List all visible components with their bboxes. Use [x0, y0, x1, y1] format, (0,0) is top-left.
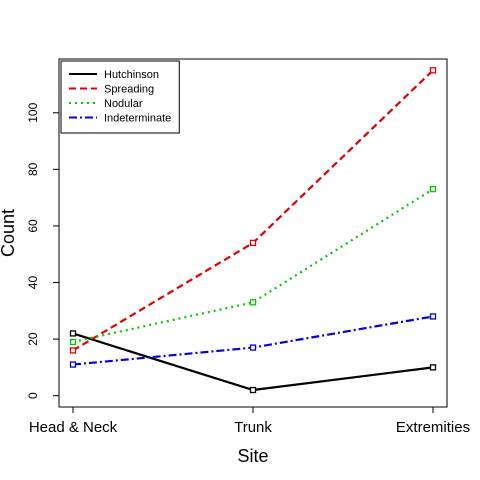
series-layer [69, 67, 437, 394]
x-tick-label: Head & Neck [29, 419, 118, 436]
legend-label: Spreading [104, 84, 154, 96]
y-tick-label: 80 [26, 162, 40, 176]
data-point [249, 239, 257, 247]
legend-label: Nodular [104, 98, 143, 110]
y-axis: 0 20 40 60 80 100 [26, 102, 59, 399]
legend: Hutchinson Spreading Nodular Indeterminate [60, 60, 180, 134]
x-axis: Head & Neck Trunk Extremities [29, 407, 470, 436]
data-point [429, 364, 437, 371]
y-tick-label: 20 [26, 332, 40, 346]
y-tick-label: 40 [26, 276, 40, 290]
data-point [69, 338, 77, 346]
series-nodular [69, 185, 437, 346]
y-axis-title: Count [0, 209, 18, 257]
series-line [72, 332, 434, 392]
data-point [429, 313, 437, 320]
data-point [249, 386, 257, 394]
series-hutchinson [69, 330, 437, 394]
x-axis-title: Site [237, 446, 268, 466]
x-tick-label: Trunk [234, 419, 272, 436]
y-tick-label: 0 [26, 392, 40, 399]
series-line [72, 188, 434, 344]
data-point [69, 347, 77, 354]
data-point [429, 185, 437, 193]
data-point [69, 361, 77, 368]
series-spreading [69, 67, 437, 354]
x-tick-label: Extremities [396, 419, 470, 436]
series-indeterminate [69, 313, 437, 368]
data-point [69, 330, 77, 337]
legend-label: Hutchinson [104, 69, 159, 81]
legend-label: Indeterminate [104, 113, 171, 125]
series-line [72, 315, 434, 366]
data-point [249, 299, 257, 306]
y-tick-label: 60 [26, 219, 40, 233]
y-tick-label: 100 [26, 102, 40, 122]
data-point [429, 67, 437, 74]
data-point [249, 344, 257, 351]
